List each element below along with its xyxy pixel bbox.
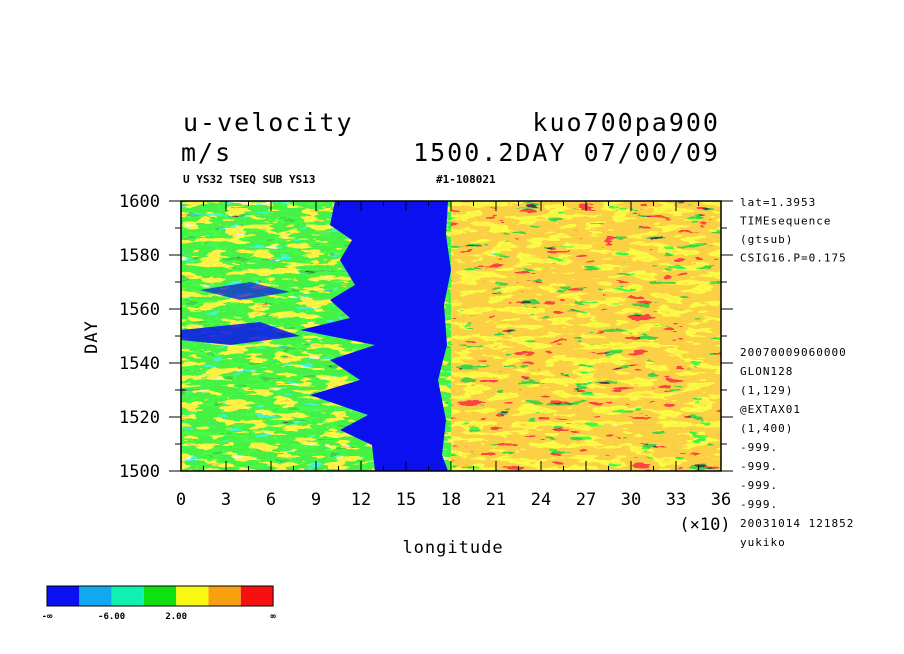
subtitle-left: U YS32 TSEQ SUB YS13: [183, 173, 315, 186]
side-info-line: lat=1.3953: [740, 196, 816, 209]
x-tick-label: 30: [621, 490, 641, 510]
x-tick-label: 18: [441, 490, 461, 510]
y-tick-label: 1540: [119, 354, 160, 374]
x-axis: 0 3 6 9 12 15 18 21 24 27 30 33 36: [176, 201, 731, 510]
colorbar: -∞ -6.00 2.00 ∞: [42, 585, 276, 622]
side-info-line: -999.: [740, 479, 778, 492]
y-tick-label: 1600: [119, 192, 160, 212]
x-tick-label: 24: [531, 490, 551, 510]
x-axis-label: longitude: [402, 538, 503, 558]
x-tick-label: 3: [221, 490, 231, 510]
side-info-line: 20031014 121852: [740, 517, 854, 530]
x-tick-label: 21: [486, 490, 506, 510]
units-label: m/s: [181, 138, 232, 167]
side-info-top: lat=1.3953 TIMEsequence (gtsub) CSIG16.P=0.…: [740, 196, 847, 265]
y-axis-label: DAY: [82, 320, 102, 354]
heatmap-field: [181, 201, 721, 471]
x-multiplier: (×10): [679, 515, 730, 535]
colorbar-swatch: [143, 586, 177, 606]
side-info-line: (1,400): [740, 422, 793, 435]
x-tick-label: 15: [396, 490, 416, 510]
colorbar-swatch: [47, 586, 80, 606]
side-info-line: (gtsub): [740, 233, 793, 246]
side-info-line: -999.: [740, 460, 778, 473]
side-info-line: TIMEsequence: [740, 215, 831, 228]
x-tick-label: 36: [711, 490, 731, 510]
x-tick-label: 33: [666, 490, 686, 510]
side-info-line: (1,129): [740, 384, 793, 397]
x-tick-label: 9: [311, 490, 321, 510]
chart-title: u-velocity: [183, 108, 354, 137]
side-info-line: GLON128: [740, 365, 793, 378]
y-tick-label: 1520: [119, 408, 160, 428]
colorbar-swatch: [176, 586, 209, 606]
subtitle-right: #1-108021: [436, 173, 496, 186]
colorbar-swatch: [208, 586, 241, 606]
colorbar-label: 2.00: [165, 612, 187, 622]
time-label: 1500.2DAY 07/00/09: [413, 138, 720, 167]
x-tick-label: 27: [576, 490, 596, 510]
colorbar-swatch: [240, 586, 274, 606]
x-tick-label: 6: [266, 490, 276, 510]
x-tick-label: 0: [176, 490, 186, 510]
side-info-line: CSIG16.P=0.175: [740, 252, 847, 265]
side-info-line: 20070009060000: [740, 346, 847, 359]
y-tick-label: 1560: [119, 300, 160, 320]
side-info-line: -999.: [740, 441, 778, 454]
x-tick-label: 12: [351, 490, 371, 510]
experiment-label: kuo700pa900: [532, 108, 720, 137]
colorbar-label: -∞: [42, 612, 53, 622]
side-info-line: @EXTAX01: [740, 403, 801, 416]
colorbar-label: -6.00: [98, 612, 125, 622]
y-tick-label: 1580: [119, 246, 160, 266]
colorbar-swatch: [111, 586, 144, 606]
side-info-bottom: 20070009060000 GLON128 (1,129) @EXTAX01 (1,4…: [740, 346, 854, 549]
colorbar-frame: [46, 585, 274, 607]
side-info-line: yukiko: [740, 536, 786, 549]
y-tick-label: 1500: [119, 462, 160, 482]
side-info-line: -999.: [740, 498, 778, 511]
colorbar-label: ∞: [270, 612, 276, 622]
y-axis: 1500 1520 1540 1560 1580 1600: [119, 192, 733, 482]
colorbar-swatch: [79, 586, 112, 606]
